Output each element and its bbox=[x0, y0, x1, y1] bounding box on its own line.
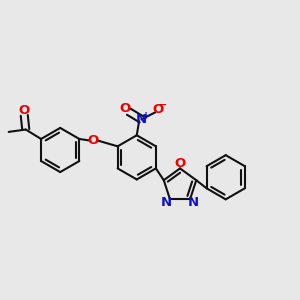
Text: O: O bbox=[153, 103, 164, 116]
Text: −: − bbox=[158, 100, 167, 110]
Text: O: O bbox=[119, 102, 130, 115]
Text: O: O bbox=[174, 157, 186, 169]
Text: O: O bbox=[19, 103, 30, 117]
Text: O: O bbox=[88, 134, 99, 147]
Text: N: N bbox=[136, 113, 147, 126]
Text: N: N bbox=[161, 196, 172, 209]
Text: N: N bbox=[188, 196, 199, 209]
Text: +: + bbox=[142, 111, 150, 121]
